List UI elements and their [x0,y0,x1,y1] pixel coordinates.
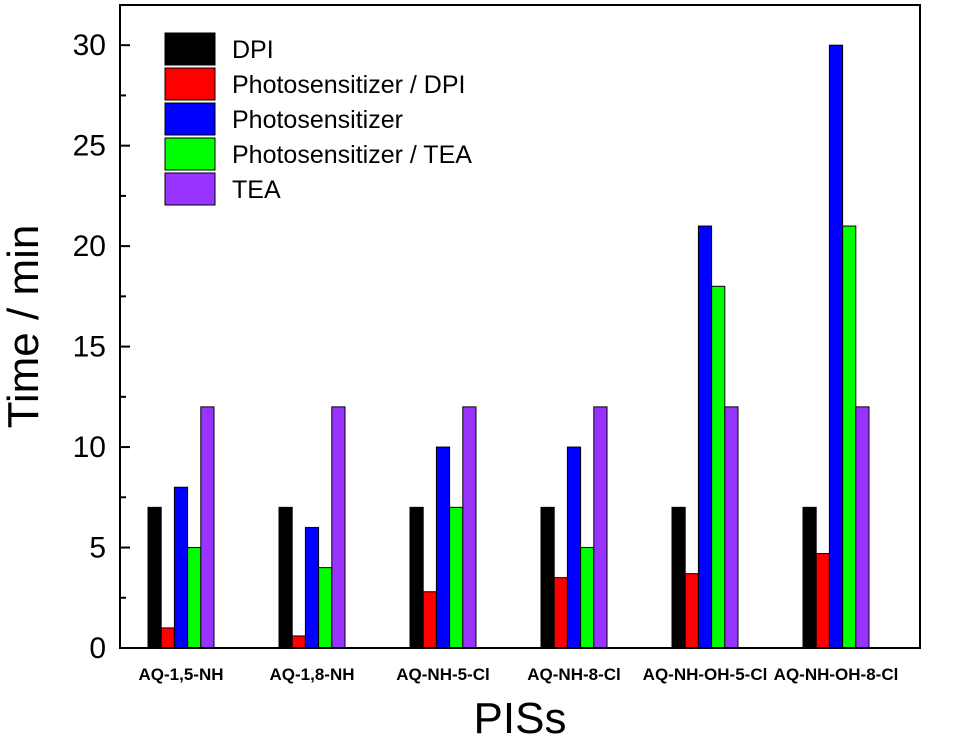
bar-photosensitizer-dpi-4 [684,573,699,649]
bar-photosensitizer-tea-1 [318,567,333,649]
y-tick-label: 10 [73,431,106,464]
bar-photosensitizer-tea-4 [711,285,726,649]
bar-photosensitizer-dpi-0 [160,627,175,649]
legend-swatch [164,32,216,66]
y-tick-label: 30 [73,29,106,62]
bar-photosensitizer-1 [304,526,320,649]
legend-swatch [164,67,216,101]
legend: DPI Photosensitizer / DPI Photosensitizer P… [164,32,472,206]
legend-label: Photosensitizer [232,106,403,134]
y-tick-label: 15 [73,331,106,364]
x-tick-label: AQ-NH-8-Cl [527,665,621,684]
bar-tea-2 [462,406,477,649]
bars-layer [147,44,870,649]
y-axis-title: Time / min [0,225,48,429]
bar-photosensitizer-tea-5 [842,225,857,649]
legend-label: Photosensitizer / TEA [232,141,472,169]
legend-swatch [164,102,216,136]
bar-dpi-1 [278,506,293,649]
x-tick-label: AQ-NH-OH-8-Cl [774,665,899,684]
legend-label: Photosensitizer / DPI [232,71,465,99]
axes-layer: 0 5 10 15 20 25 30 AQ-1,5-NH AQ-1,8-NH AQ-NH-5-Cl… [73,29,899,684]
bar-dpi-4 [671,506,686,649]
bar-photosensitizer-tea-0 [187,547,202,649]
legend-label: TEA [232,176,281,204]
x-tick-label: AQ-1,8-NH [269,665,354,684]
plot-frame [119,4,921,649]
bar-photosensitizer-tea-3 [580,547,595,649]
bar-dpi-2 [409,506,424,649]
bar-tea-3 [593,406,608,649]
bar-tea-1 [331,406,346,649]
bar-tea-4 [724,406,739,649]
y-tick-label: 20 [73,230,106,263]
x-tick-label: AQ-1,5-NH [138,665,223,684]
bar-photosensitizer-tea-2 [449,506,464,649]
bar-dpi-3 [540,506,555,649]
y-tick-label: 25 [73,130,106,163]
bar-tea-0 [200,406,215,649]
bar-tea-5 [855,406,870,649]
y-tick-label: 5 [89,532,106,565]
bar-dpi-5 [802,506,817,649]
y-tick-label: 0 [89,632,106,665]
legend-label: DPI [232,36,274,64]
bar-photosensitizer-dpi-2 [422,591,437,649]
bar-photosensitizer-5 [828,44,844,649]
bar-dpi-0 [147,506,162,649]
bar-photosensitizer-2 [435,446,451,649]
bar-photosensitizer-dpi-3 [553,577,568,649]
legend-swatch [164,137,216,171]
x-axis-title: PISs [474,694,567,742]
legend-swatch [164,172,216,206]
bar-photosensitizer-3 [566,446,582,649]
bar-photosensitizer-dpi-1 [291,635,306,649]
bar-photosensitizer-dpi-5 [815,553,830,649]
x-tick-label: AQ-NH-5-Cl [396,665,490,684]
bar-photosensitizer-4 [697,225,713,649]
bar-photosensitizer-0 [173,486,189,649]
x-tick-label: AQ-NH-OH-5-Cl [643,665,768,684]
